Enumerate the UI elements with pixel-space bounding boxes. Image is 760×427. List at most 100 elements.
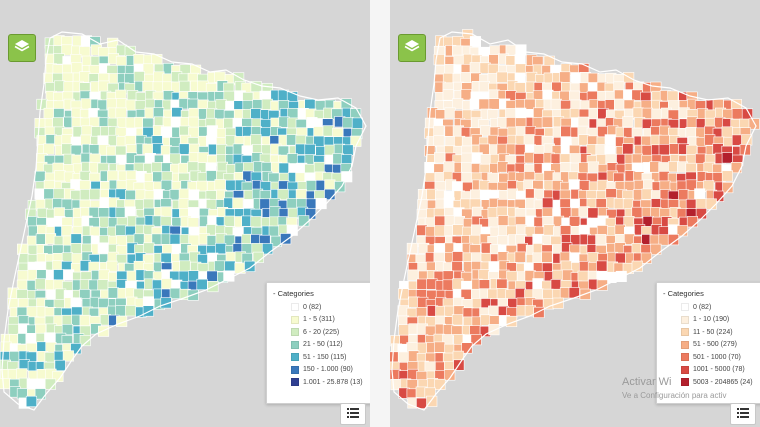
municipality-area bbox=[542, 197, 554, 209]
municipality-area bbox=[36, 207, 49, 219]
municipality-area bbox=[560, 162, 572, 174]
municipality-area bbox=[712, 172, 724, 184]
municipality-area bbox=[686, 216, 699, 228]
municipality-area bbox=[604, 134, 616, 146]
municipality-area bbox=[25, 395, 38, 408]
municipality-area bbox=[151, 162, 163, 174]
municipality-area bbox=[452, 251, 464, 263]
municipality-area bbox=[16, 243, 29, 255]
municipality-area bbox=[232, 197, 244, 209]
region-outline bbox=[391, 31, 757, 411]
municipality-area bbox=[250, 134, 262, 146]
municipality-area bbox=[541, 116, 553, 128]
municipality-area bbox=[426, 395, 438, 407]
panel-divider bbox=[370, 0, 390, 427]
municipality-area bbox=[61, 143, 73, 155]
municipality-area bbox=[214, 260, 226, 272]
municipality-area bbox=[596, 260, 608, 272]
choropleth-map-left[interactable] bbox=[0, 0, 370, 427]
legend-swatch bbox=[681, 315, 689, 324]
municipality-area bbox=[514, 251, 526, 263]
municipality-area bbox=[596, 279, 608, 291]
municipality-area bbox=[542, 298, 554, 310]
municipality-area bbox=[624, 233, 636, 245]
legend-item: 11 - 50 (224) bbox=[663, 326, 757, 339]
municipality-area bbox=[171, 107, 183, 119]
municipality-area bbox=[80, 98, 92, 110]
municipality-area bbox=[470, 334, 482, 346]
municipality-area bbox=[225, 179, 237, 191]
legend-label: 0 (82) bbox=[303, 303, 322, 311]
municipality-area bbox=[550, 98, 562, 110]
municipality-area bbox=[641, 145, 653, 157]
municipality-area bbox=[250, 216, 262, 228]
municipality-area bbox=[478, 81, 490, 93]
legend-label: 11 - 50 (224) bbox=[693, 328, 733, 336]
choropleth-map-right[interactable] bbox=[390, 0, 760, 427]
map-panel-right[interactable]: - Categories 0 (82) 1 - 10 (190) 11 - 50… bbox=[390, 0, 760, 427]
municipality-area bbox=[79, 334, 91, 347]
municipality-area bbox=[9, 351, 21, 363]
municipality-area bbox=[578, 162, 590, 174]
municipality-area bbox=[506, 270, 518, 283]
municipality-area bbox=[668, 143, 681, 155]
municipality-area bbox=[214, 179, 226, 191]
legend-item: 1 - 10 (190) bbox=[663, 314, 757, 327]
municipality-area bbox=[89, 188, 101, 200]
legend-item: 0 (82) bbox=[273, 301, 365, 314]
municipality-area bbox=[497, 215, 509, 227]
legend-swatch bbox=[291, 378, 299, 387]
municipality-area bbox=[286, 153, 299, 165]
municipality-area bbox=[169, 287, 181, 300]
municipality-area bbox=[234, 262, 246, 274]
municipality-area bbox=[80, 134, 92, 146]
municipality-area bbox=[390, 351, 400, 363]
municipality-area bbox=[434, 225, 446, 237]
layers-icon bbox=[14, 38, 30, 59]
legend-label: 150 - 1.000 (90) bbox=[303, 366, 353, 374]
municipality-area bbox=[7, 323, 19, 336]
municipality-area bbox=[98, 297, 110, 310]
municipality-area bbox=[506, 315, 518, 328]
municipality-area bbox=[685, 127, 697, 139]
municipality-area bbox=[731, 108, 743, 120]
municipality-area bbox=[452, 224, 464, 236]
municipality-area bbox=[451, 260, 463, 273]
municipality-area bbox=[478, 269, 490, 281]
legend-item: 1001 - 5000 (78) bbox=[663, 364, 757, 377]
legend-item: 1 - 5 (311) bbox=[273, 314, 365, 327]
municipality-area bbox=[433, 54, 445, 66]
municipality-area bbox=[514, 144, 526, 156]
list-button-left[interactable] bbox=[340, 403, 366, 425]
municipality-area bbox=[106, 260, 118, 272]
municipality-area bbox=[622, 116, 634, 128]
municipality-area bbox=[286, 198, 298, 210]
legend-item: 51 - 150 (115) bbox=[273, 351, 365, 364]
municipality-area bbox=[460, 72, 472, 84]
list-button-right[interactable] bbox=[730, 403, 756, 425]
municipality-area bbox=[313, 161, 326, 173]
municipality-area bbox=[614, 224, 626, 236]
municipality-area bbox=[622, 143, 634, 155]
legend-label: 1 - 5 (311) bbox=[303, 316, 335, 324]
municipality-area bbox=[124, 73, 136, 85]
municipality-area bbox=[179, 260, 191, 272]
layers-button-left[interactable] bbox=[8, 34, 36, 62]
map-panel-left[interactable]: - Categories 0 (82) 1 - 5 (311) 6 - 20 (… bbox=[0, 0, 370, 427]
layers-icon bbox=[404, 38, 420, 59]
municipality-area bbox=[721, 170, 734, 182]
municipality-area bbox=[686, 116, 698, 128]
municipality-area bbox=[514, 82, 526, 94]
municipality-area bbox=[587, 207, 599, 219]
legend-swatch bbox=[291, 328, 299, 337]
municipality-area bbox=[721, 152, 733, 164]
municipality-area bbox=[444, 369, 456, 381]
municipality-area bbox=[97, 279, 109, 291]
layers-button-right[interactable] bbox=[398, 34, 426, 62]
municipality-area bbox=[514, 287, 526, 300]
municipality-area bbox=[451, 314, 464, 326]
legend-swatch bbox=[681, 340, 689, 349]
municipality-area bbox=[478, 98, 490, 110]
municipality-area bbox=[223, 215, 235, 227]
municipality-area bbox=[34, 278, 47, 290]
